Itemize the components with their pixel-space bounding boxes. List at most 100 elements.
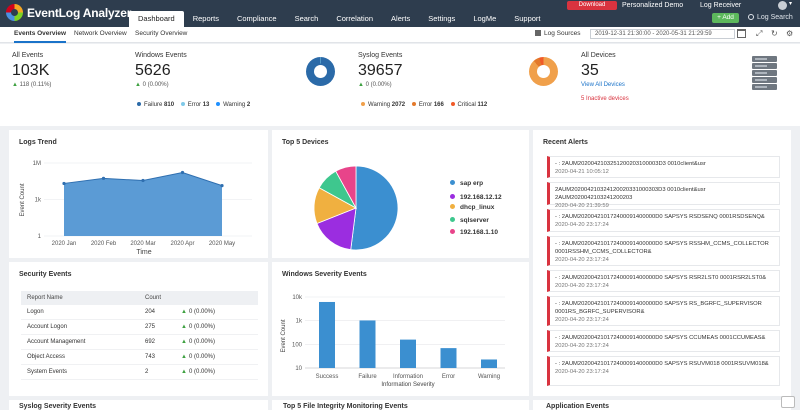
syslog-severity-title: Syslog Severity Events [19,403,97,410]
tab-security-overview[interactable]: Security Overview [135,30,188,37]
legend-item[interactable]: sap erp [450,180,483,187]
windows-donut-chart[interactable] [306,57,335,86]
app-logo[interactable]: EventLog Analyzer [6,4,131,21]
legend-item[interactable]: 192.168.1.10 [450,229,498,236]
table-row[interactable]: System Events 2 ▲ 0 (0.00%) [21,365,258,380]
nav-alerts[interactable]: Alerts [391,14,411,23]
alert-item[interactable]: - : 2AUM202004210172400091400000D0 SAPSY… [547,330,780,352]
windows-severity-title: Windows Severity Events [282,271,367,278]
nav-dashboard[interactable]: Dashboard [129,11,184,27]
alert-text: - : 2AUM202004210172400091400000D0 SAPSY… [555,241,769,255]
legend-item[interactable]: dhcp_linux [450,204,494,211]
alert-time: 2020-04-20 23:17:24 [555,222,609,228]
all-events-delta-text: 118 (0.11%) [19,82,52,88]
legend-label: sqlserver [460,217,489,224]
nav-compliance[interactable]: Compliance [236,14,277,23]
alert-text: - : 2AUM202004210172400091400000D0 SAPSY… [555,275,767,281]
all-devices-value[interactable]: 35 [581,62,599,79]
expand-icon[interactable]: ⤢ [756,29,763,38]
nav-support[interactable]: Support [514,14,541,23]
date-range-field[interactable]: 2019-12-31 21:30:00 - 2020-05-31 21:29:5… [590,29,735,39]
legend-error: Error 166 [411,102,444,108]
all-events-value[interactable]: 103K [12,62,50,79]
legend-label: 192.168.12.12 [460,194,502,201]
log-sources-button[interactable]: Log Sources [535,29,581,39]
report-name: Object Access [27,354,66,360]
nav-settings[interactable]: Settings [428,14,456,23]
legend-item[interactable]: sqlserver [450,217,489,224]
application-events-title: Application Events [546,403,610,410]
legend-warning: Warning 2 [216,102,250,108]
nav-search[interactable]: Search [294,14,319,23]
logs-trend-panel: Logs Trend [9,130,268,258]
table-row[interactable]: Account Management 692 ▲ 0 (0.00%) [21,335,258,350]
sub-tab-bar: Events Overview Network Overview Securit… [0,27,800,43]
alert-item[interactable]: 2AUM202004210324120020331000303D3 0010cl… [547,182,780,209]
syslog-events-delta-text: 0 (0.00%) [365,82,392,88]
windows-events-delta-text: 0 (0.00%) [142,82,169,88]
log-sources-label: Log Sources [544,30,581,37]
legend-item[interactable]: 192.168.12.12 [450,194,502,201]
syslog-events-value[interactable]: 39657 [358,62,403,79]
nav-reports[interactable]: Reports [192,14,219,23]
download-button[interactable]: Download [567,1,617,10]
legend-failure: Failure 810 [137,102,174,108]
view-all-devices-link[interactable]: View All Devices [581,82,625,88]
column-header[interactable]: Count [145,295,162,301]
alert-item[interactable]: - : 2AUM202004210172400091400000D0 SAPSY… [547,270,780,292]
report-delta: 0 (0.00%) [189,309,216,315]
chat-icon[interactable] [781,396,795,408]
windows-severity-panel: Windows Severity Events [272,262,529,396]
windows-events-label: Windows Events [135,52,187,59]
trend-up-icon: ▲ [181,324,187,330]
alert-item[interactable]: - : 2AUM202004210172400091400000D0 SAPSY… [547,356,780,386]
alert-text: - : 2AUM202004210172400091400000D0 SAPSY… [555,301,762,315]
nav-logme[interactable]: LogMe [473,14,497,23]
trend-up-icon: ▲ [358,82,364,88]
windows-events-value[interactable]: 5626 [135,62,171,79]
recent-alerts-title: Recent Alerts [543,139,588,146]
table-row[interactable]: Account Logon 275 ▲ 0 (0.00%) [21,320,258,335]
security-events-title: Security Events [19,271,72,278]
add-button[interactable]: + Add [712,13,739,23]
legend-dot [450,194,455,199]
user-avatar-icon[interactable] [778,0,792,10]
tab-events-overview[interactable]: Events Overview [14,27,67,43]
calendar-icon[interactable] [737,29,746,38]
log-search-link[interactable]: Log Search [748,13,793,23]
app-name: EventLog Analyzer [27,5,132,20]
legend-dot [450,204,455,209]
fim-title: Top 5 File Integrity Monitoring Events [283,403,408,410]
syslog-events-label: Syslog Events [358,52,403,59]
report-count: 275 [145,324,156,330]
alert-text: - : 2AUM2020042103251200203100003D3 0010… [555,161,706,167]
gear-icon[interactable]: ⚙ [786,29,794,38]
report-name: Account Management [27,339,86,345]
alert-time: 2020-04-20 23:17:24 [555,283,609,289]
report-count: 743 [145,354,156,360]
alert-text: - : 2AUM202004210172400091400000D0 SAPSY… [555,335,766,341]
fim-panel [272,400,529,410]
legend-label: 192.168.1.10 [460,229,498,236]
refresh-icon[interactable]: ↻ [771,29,778,38]
nav-correlation[interactable]: Correlation [336,14,374,23]
top5-devices-title: Top 5 Devices [282,139,329,146]
alert-item[interactable]: - : 2AUM202004210172400091400000D0 SAPSY… [547,209,780,232]
legend-dot [450,229,455,234]
alert-item[interactable]: - : 2AUM202004210172400091400000D0 SAPSY… [547,296,780,326]
column-header[interactable]: Report Name [27,295,63,301]
inactive-devices-link[interactable]: 5 Inactive devices [581,96,629,102]
alert-item[interactable]: - : 2AUM2020042103251200203100003D3 0010… [547,156,780,178]
alert-time: 2020-04-20 23:17:24 [555,343,609,349]
log-receiver-link[interactable]: Log Receiver [700,2,742,9]
legend-dot [450,180,455,185]
alert-item[interactable]: - : 2AUM202004210172400091400000D0 SAPSY… [547,236,780,266]
trend-up-icon: ▲ [181,354,187,360]
syslog-donut-chart[interactable] [529,57,558,86]
personalized-demo-link[interactable]: Personalized Demo [622,2,684,9]
main-nav: Dashboard Reports Compliance Search Corr… [129,11,550,27]
report-delta: 0 (0.00%) [189,339,216,345]
table-row[interactable]: Logon 204 ▲ 0 (0.00%) [21,305,258,320]
tab-network-overview[interactable]: Network Overview [74,30,127,37]
table-row[interactable]: Object Access 743 ▲ 0 (0.00%) [21,350,258,365]
